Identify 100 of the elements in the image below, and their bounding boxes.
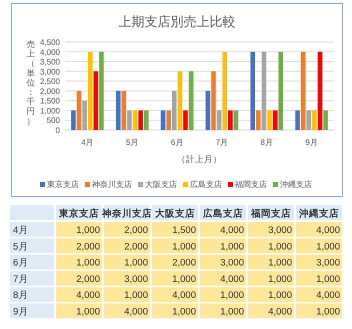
bar xyxy=(256,110,261,130)
y-tick-label: 1,000 xyxy=(40,106,61,116)
bar xyxy=(144,110,149,130)
data-label: 1,000 xyxy=(316,274,340,285)
data-label: 1,000 xyxy=(76,258,100,269)
data-label: 1,000 xyxy=(316,241,340,252)
legend-label: 神奈川支店 xyxy=(92,180,132,189)
bar xyxy=(99,52,104,130)
x-tick-label: 大阪支店 xyxy=(154,208,195,220)
data-label: 4,000 xyxy=(316,225,340,236)
bar xyxy=(216,110,222,130)
bar xyxy=(250,52,256,130)
bar xyxy=(206,90,210,130)
y-tick-label: 2,000 xyxy=(40,86,61,96)
bar xyxy=(178,71,182,130)
bar xyxy=(278,52,284,130)
bar xyxy=(312,110,317,130)
bar xyxy=(166,110,171,130)
bar xyxy=(234,110,238,130)
bar xyxy=(172,90,177,130)
x-tick-label: 東京支店 xyxy=(58,208,99,220)
data-label: 1,000 xyxy=(124,290,148,302)
data-label: 4,000 xyxy=(220,225,244,236)
text: 売上（単位：千円） xyxy=(26,39,36,126)
data-label: 4,000 xyxy=(316,290,340,302)
bar xyxy=(318,52,322,130)
bar xyxy=(160,110,166,130)
bar xyxy=(116,90,121,130)
data-label: 1,000 xyxy=(76,306,100,318)
y-tick-label: 1,500 xyxy=(40,96,61,106)
bar xyxy=(222,52,228,130)
data-label: 4,000 xyxy=(172,290,196,302)
data-label: 1,000 xyxy=(76,225,100,236)
data-label: 3,000 xyxy=(316,258,340,269)
bar xyxy=(183,110,188,130)
data-label: 1,000 xyxy=(268,290,292,302)
data-label: 4,000 xyxy=(76,290,100,302)
data-label: 1,000 xyxy=(268,274,292,285)
data-label: 1,000 xyxy=(268,258,292,269)
data-label: 4,000 xyxy=(124,306,148,318)
data-label: 1,500 xyxy=(172,225,196,236)
legend-label: 福岡支店 xyxy=(235,180,267,189)
x-axis-title: （計上月） xyxy=(177,154,222,164)
x-tick-label: 5月 xyxy=(126,138,138,147)
bar xyxy=(132,110,138,130)
y-tick-label: 5月 xyxy=(13,241,28,252)
bar xyxy=(267,110,272,130)
bar xyxy=(122,90,126,130)
y-tick-label: 4,500 xyxy=(40,38,61,47)
bar xyxy=(323,110,328,130)
bar xyxy=(211,71,216,130)
data-label: 3,000 xyxy=(124,274,148,285)
x-tick-label: 6月 xyxy=(170,138,184,147)
bar xyxy=(228,110,233,130)
x-tick-label: 沖縄支店 xyxy=(298,208,339,220)
y-tick-label: 4,000 xyxy=(40,48,61,57)
chart-title: 上期支店別売上比較 xyxy=(118,14,236,29)
x-tick-label: 福岡支店 xyxy=(250,208,291,220)
x-tick-label: 8月 xyxy=(260,138,273,147)
data-label: 1,000 xyxy=(220,290,244,302)
data-label: 1,000 xyxy=(220,306,244,318)
legend-label: 広島支店 xyxy=(190,180,222,189)
data-label: 2,000 xyxy=(172,258,196,269)
data-label: 2,000 xyxy=(76,274,100,285)
x-tick-label: 4月 xyxy=(81,138,94,147)
bar xyxy=(272,110,278,130)
bar xyxy=(82,100,87,130)
bar xyxy=(295,110,300,130)
legend-label: 東京支店 xyxy=(47,180,79,189)
bar xyxy=(127,110,132,130)
bar xyxy=(262,52,266,130)
bar xyxy=(88,52,93,130)
y-tick-label: 500 xyxy=(46,116,61,126)
data-label: 1,000 xyxy=(172,241,196,252)
legend-label: 沖縄支店 xyxy=(280,180,312,189)
data-label: 3,000 xyxy=(268,225,292,236)
y-tick-label: 4月 xyxy=(13,225,28,236)
bar xyxy=(138,110,143,130)
y-tick-label: 3,500 xyxy=(40,58,61,67)
data-label: 1,000 xyxy=(172,274,196,285)
data-label: 2,000 xyxy=(124,241,148,252)
y-tick-label: 8月 xyxy=(13,290,28,302)
data-label: 4,000 xyxy=(268,306,292,318)
y-tick-label: 0 xyxy=(56,126,61,135)
x-tick-label: 9月 xyxy=(305,138,318,147)
data-label: 1,000 xyxy=(268,241,292,252)
y-tick-label: 9月 xyxy=(13,306,28,318)
bar xyxy=(76,90,82,130)
x-tick-label: 神奈川支店 xyxy=(101,208,152,220)
x-tick-label: 広島支店 xyxy=(202,208,243,220)
x-tick-label: 7月 xyxy=(216,138,228,147)
y-tick-label: 2,500 xyxy=(40,77,61,86)
data-label: 3,000 xyxy=(220,258,244,269)
bar xyxy=(188,71,194,130)
legend-label: 大阪支店 xyxy=(145,180,177,189)
bar xyxy=(94,71,98,130)
data-label: 2,000 xyxy=(76,241,100,252)
bar xyxy=(71,110,76,130)
data-label: 4,000 xyxy=(220,274,244,285)
data-label: 1,000 xyxy=(316,306,340,318)
